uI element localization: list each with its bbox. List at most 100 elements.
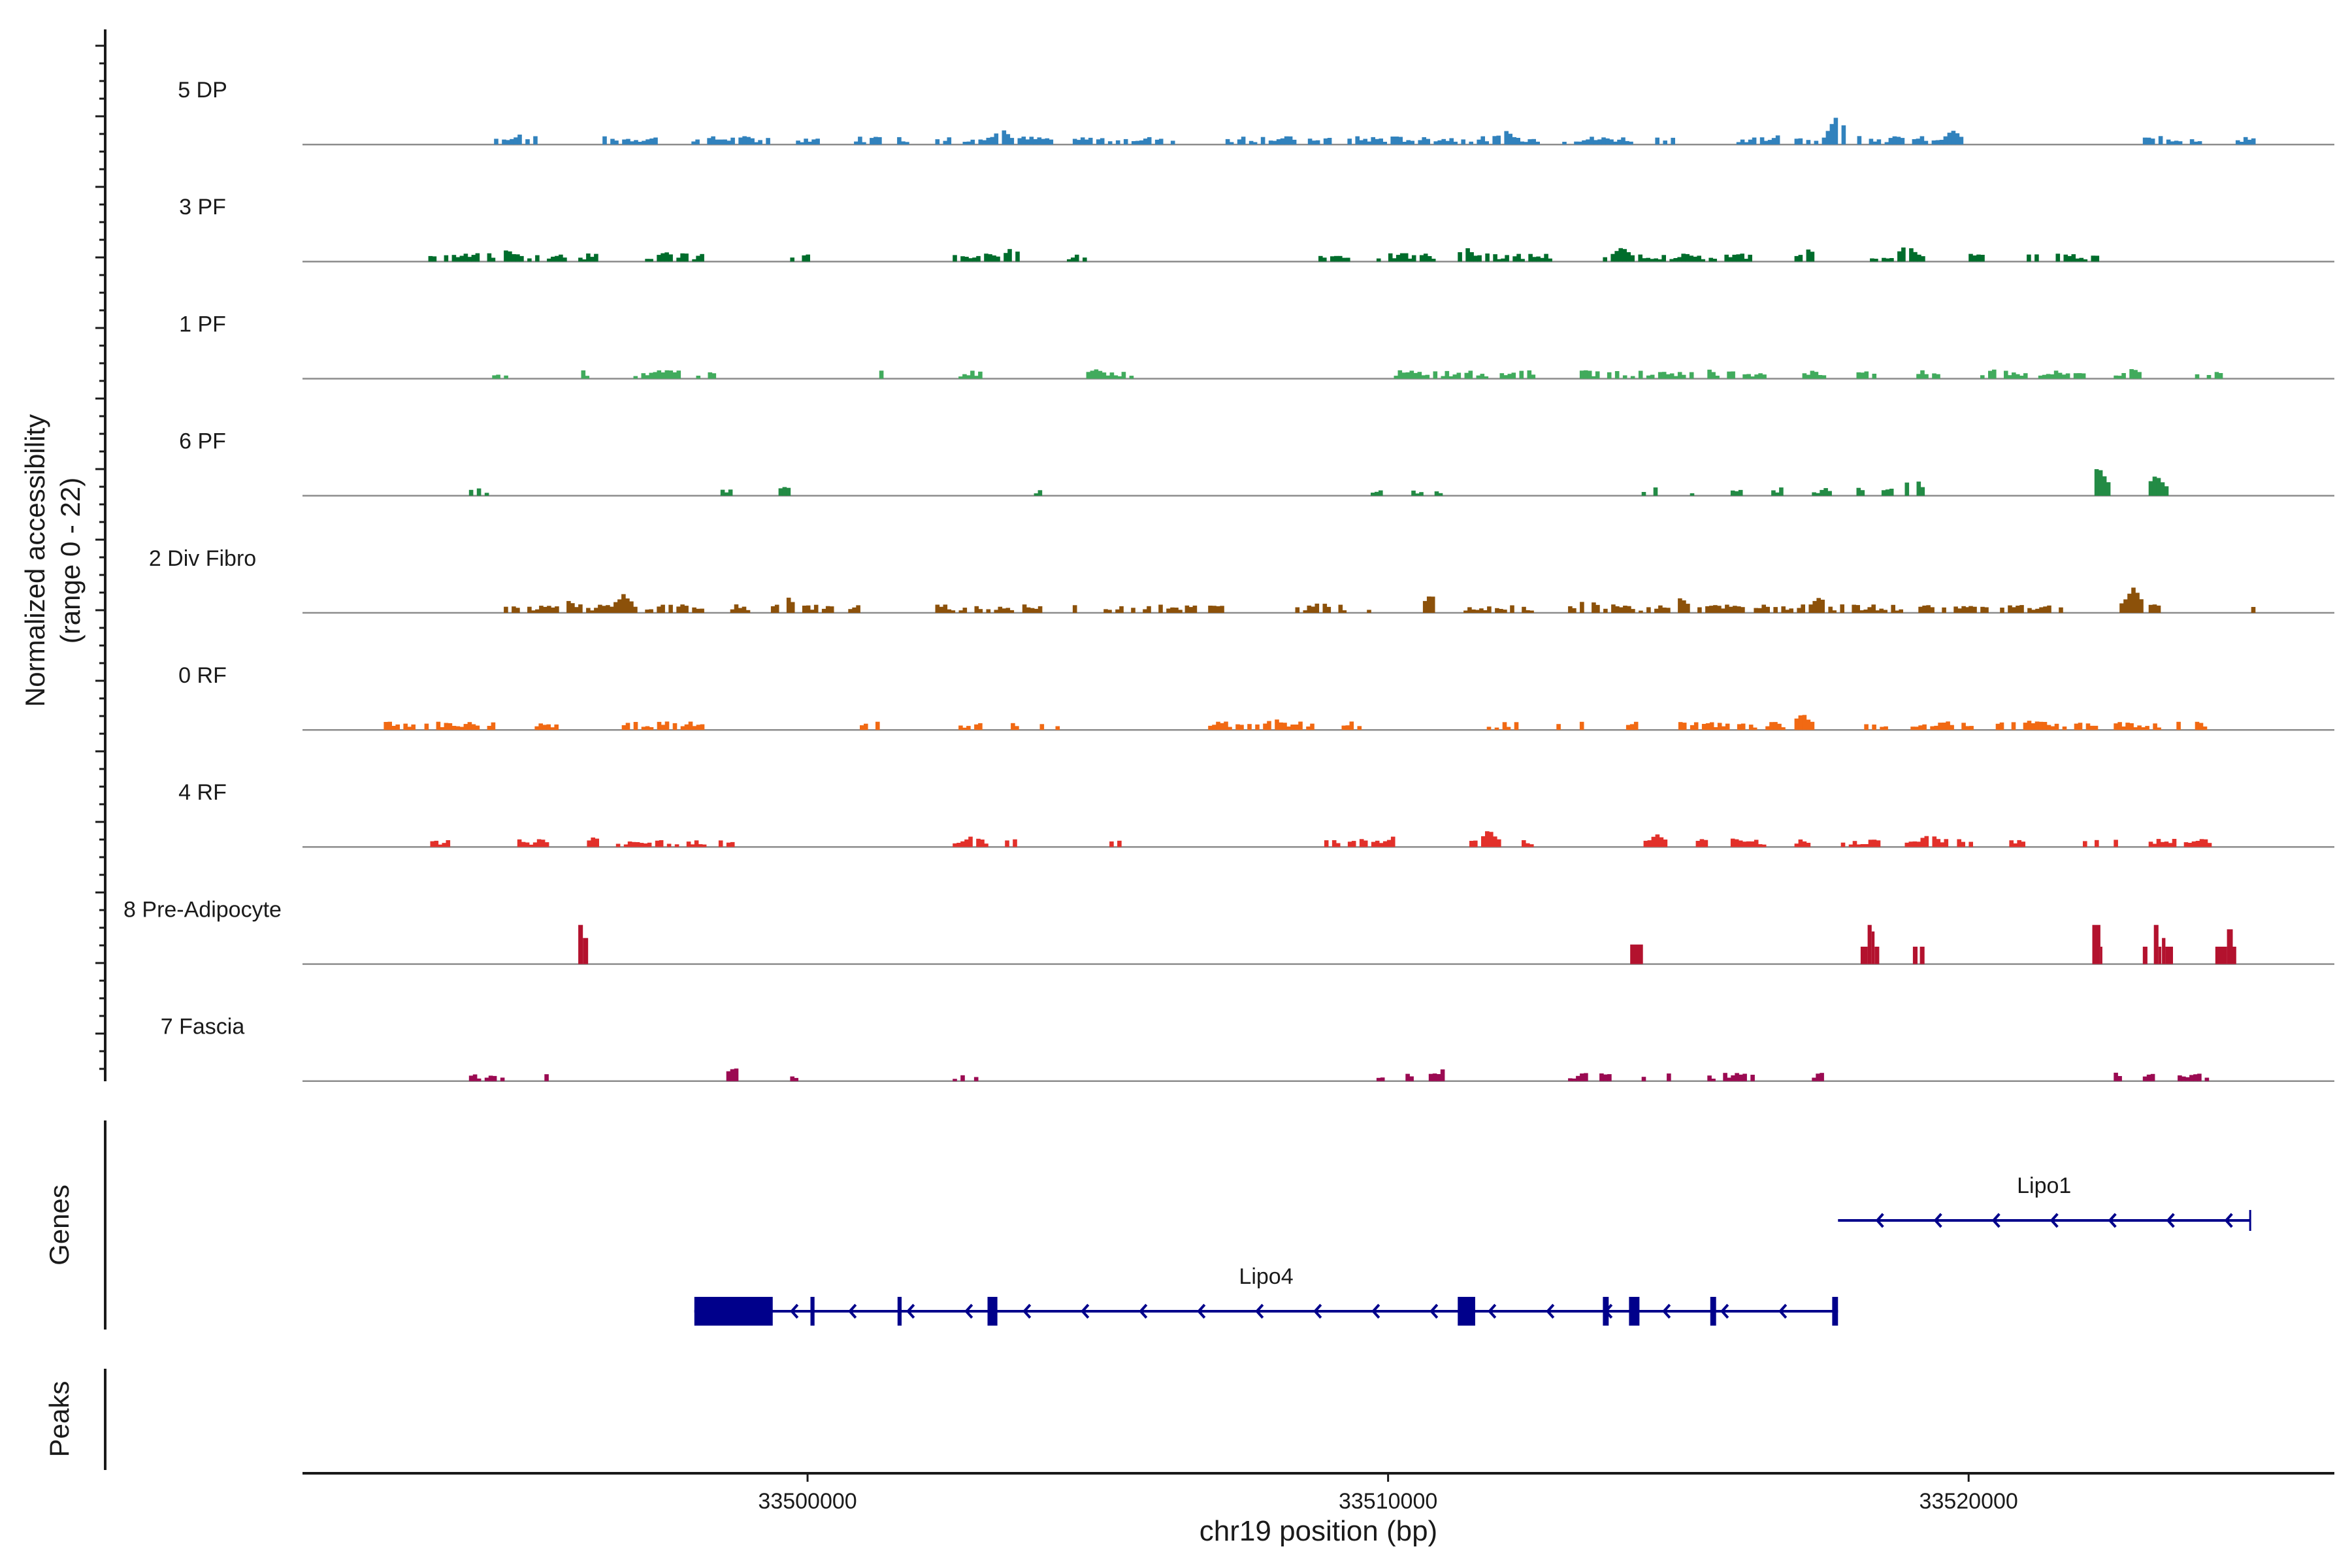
coverage-bin	[1884, 726, 1888, 730]
coverage-bin	[1888, 138, 1893, 145]
coverage-bin	[696, 725, 701, 730]
coverage-bin	[635, 842, 640, 847]
coverage-bin	[2206, 375, 2212, 379]
coverage-bin	[508, 251, 512, 262]
coverage-bin	[2139, 599, 2144, 613]
coverage-bin	[956, 843, 961, 847]
coverage-bin	[1086, 372, 1091, 379]
coverage-bin	[738, 608, 743, 613]
coverage-bin	[1607, 1074, 1612, 1081]
coverage-bin	[2016, 606, 2020, 613]
coverage-bin	[1583, 370, 1588, 379]
coverage-bin	[1767, 140, 1772, 145]
coverage-bin	[1582, 140, 1586, 145]
coverage-bin	[1705, 723, 1710, 730]
coverage-bin	[1423, 253, 1428, 262]
coverage-bin	[2170, 141, 2175, 145]
coverage-bin	[2160, 841, 2165, 847]
coverage-bin	[804, 139, 808, 145]
coverage-bin	[852, 607, 857, 613]
coverage-bin	[1495, 608, 1499, 613]
coverage-bin	[1625, 725, 1631, 730]
coverage-bin	[1798, 715, 1803, 730]
coverage-bin	[655, 840, 660, 847]
track-1-pf: 1 PF	[179, 312, 2334, 380]
coverage-bin	[1117, 376, 1122, 379]
coverage-bin	[1709, 722, 1714, 730]
coverage-bin	[1229, 142, 1234, 145]
coverage-bin	[1351, 841, 1356, 847]
coverage-bin	[1188, 607, 1194, 613]
coverage-bin	[1995, 723, 2001, 730]
coverage-bin	[745, 610, 751, 613]
track-3-pf: 3 PF	[179, 195, 2334, 263]
coverage-bin	[1717, 723, 1722, 730]
coverage-bin	[1976, 254, 1981, 262]
coverage-bin	[1673, 258, 1678, 262]
coverage-bin	[1276, 139, 1281, 145]
coverage-bin	[591, 837, 595, 847]
coverage-bin	[1913, 252, 1918, 262]
coverage-bin	[1765, 606, 1770, 613]
coverage-bin	[2172, 839, 2177, 847]
coverage-bin	[1701, 259, 1705, 262]
coverage-bin	[1816, 1073, 1820, 1081]
coverage-bin	[2243, 137, 2248, 145]
coverage-bin	[1279, 722, 1283, 730]
coverage-bin	[2148, 841, 2153, 847]
coverage-bin	[962, 727, 967, 730]
coverage-bin	[1237, 139, 1242, 145]
coverage-bin	[625, 723, 630, 730]
coverage-bin	[2207, 843, 2212, 847]
coverage-bin	[856, 605, 860, 613]
coverage-bin	[696, 255, 700, 262]
strand-arrow	[1429, 1303, 1439, 1319]
coverage-y-axis-ticks	[95, 44, 105, 1070]
coverage-bin	[1742, 1073, 1747, 1081]
coverage-bin	[1806, 249, 1811, 262]
coverage-bin	[1621, 137, 1625, 145]
coverage-bin	[1638, 370, 1643, 379]
coverage-bin	[1403, 253, 1409, 262]
coverage-bin	[1615, 606, 1620, 613]
coverage-bin	[1503, 375, 1509, 379]
coverage-bin	[1143, 139, 1148, 145]
coverage-bin	[2034, 721, 2040, 730]
strand-arrow	[1875, 1213, 1884, 1228]
coverage-bin	[1512, 137, 1516, 145]
coverage-bin	[1284, 136, 1289, 145]
coverage-bin	[1735, 1073, 1739, 1081]
coverage-bin	[1943, 136, 1948, 145]
coverage-bin	[1728, 257, 1733, 262]
coverage-block	[1630, 944, 1643, 964]
coverage-bin	[742, 136, 747, 145]
strand-arrow	[1662, 1303, 1671, 1319]
coverage-bin	[728, 489, 733, 496]
coverage-bin	[664, 252, 669, 262]
coverage-bin	[1397, 370, 1403, 379]
coverage-bin	[968, 258, 973, 262]
coverage-bin	[802, 606, 807, 613]
coverage-bin	[1486, 727, 1492, 730]
coverage-bin	[1916, 374, 1921, 379]
coverage-bin	[1681, 253, 1686, 262]
coverage-bin	[935, 604, 940, 613]
gene-exon	[1603, 1297, 1609, 1326]
coverage-bin	[1212, 725, 1217, 730]
coverage-bin	[1084, 139, 1089, 145]
coverage-bin	[438, 844, 443, 847]
coverage-bin	[1725, 723, 1730, 730]
coverage-bin	[698, 844, 703, 847]
coverage-bin	[1729, 606, 1733, 613]
coverage-bin	[1757, 608, 1762, 613]
track-label: 5 DP	[178, 78, 227, 103]
coverage-bin	[1576, 1075, 1580, 1081]
coverage-bin	[700, 724, 705, 730]
coverage-bin	[746, 137, 751, 145]
coverage-bin	[2148, 481, 2153, 496]
coverage-bin	[1677, 372, 1682, 379]
coverage-bin	[1757, 844, 1763, 847]
coverage-bin	[1039, 724, 1045, 730]
coverage-bin	[1936, 374, 1940, 379]
coverage-bin	[1037, 606, 1043, 613]
